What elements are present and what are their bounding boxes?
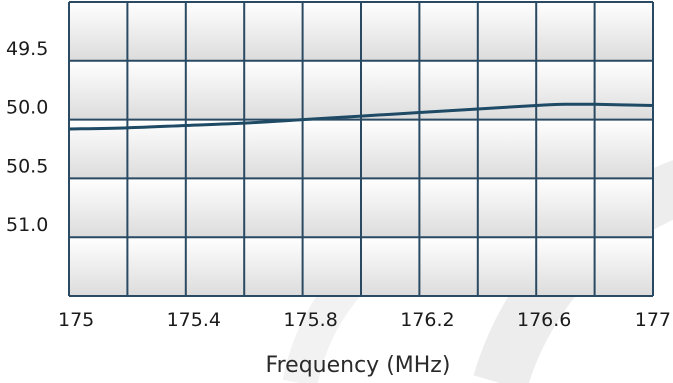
plot-cell [536, 2, 595, 61]
plot-cell [127, 237, 186, 296]
plot-cell [594, 2, 653, 61]
plot-cell [302, 60, 361, 120]
plot-cell [419, 2, 478, 61]
plot-cell [244, 237, 303, 296]
plot-cell [302, 119, 361, 179]
series-line [68, 102, 654, 131]
plot-cell [361, 237, 420, 296]
y-tick-label: 50.0 [6, 97, 48, 119]
plot-cell [185, 2, 245, 61]
plot-cell [594, 60, 653, 120]
series-layer [68, 102, 654, 131]
plot-cell [244, 119, 303, 179]
plot-cell [244, 2, 303, 61]
x-axis-title: Frequency (MHz) [266, 353, 451, 378]
plot-cell [594, 119, 653, 179]
plot-cell [69, 2, 128, 61]
plot-cell [244, 178, 303, 238]
x-tick-label: 176.2 [400, 309, 454, 331]
plot-cell [69, 60, 128, 120]
plot-cell [477, 2, 537, 61]
plot-cell [302, 2, 361, 61]
plot-cell [127, 2, 186, 61]
plot-cell [477, 60, 537, 120]
plot-cell [594, 237, 653, 296]
plot-cell [69, 178, 128, 238]
x-tick-label: 175.4 [167, 309, 221, 331]
plot-cell [185, 60, 245, 120]
plot-cell [302, 178, 361, 238]
plot-cell [536, 178, 595, 238]
plot-cell [185, 178, 245, 238]
grid [68, 1, 654, 297]
y-tick-label: 50.5 [6, 155, 48, 177]
x-tick-labels: 175 175.4 175.8 176.2 176.6 177 [58, 309, 671, 331]
plot-cell [536, 60, 595, 120]
plot-cell [419, 178, 478, 238]
plot-cell [361, 178, 420, 238]
plot-cell [185, 119, 245, 179]
plot-cell [477, 178, 537, 238]
plot-cell [361, 2, 420, 61]
plot-cell [419, 237, 478, 296]
plot-area [69, 2, 653, 296]
y-tick-labels: 49.5 50.0 50.5 51.0 [6, 38, 48, 236]
plot-cell [594, 178, 653, 238]
x-tick-label: 176.6 [517, 309, 571, 331]
plot-cell [419, 119, 478, 179]
plot-cell [127, 119, 186, 179]
plot-cell [477, 237, 537, 296]
plot-cell [127, 60, 186, 120]
plot-cell [302, 237, 361, 296]
y-tick-label: 51.0 [6, 214, 48, 236]
plot-cell [244, 60, 303, 120]
plot-cell [361, 60, 420, 120]
plot-cell [69, 237, 128, 296]
plot-cell [477, 119, 537, 179]
plot-cell [536, 237, 595, 296]
plot-cell [185, 237, 245, 296]
y-tick-label: 49.5 [6, 38, 48, 60]
x-tick-label: 175 [58, 309, 94, 331]
plot-cell [536, 119, 595, 179]
plot-cell [127, 178, 186, 238]
x-tick-label: 177 [635, 309, 671, 331]
plot-cell [361, 119, 420, 179]
x-tick-label: 175.8 [283, 309, 337, 331]
